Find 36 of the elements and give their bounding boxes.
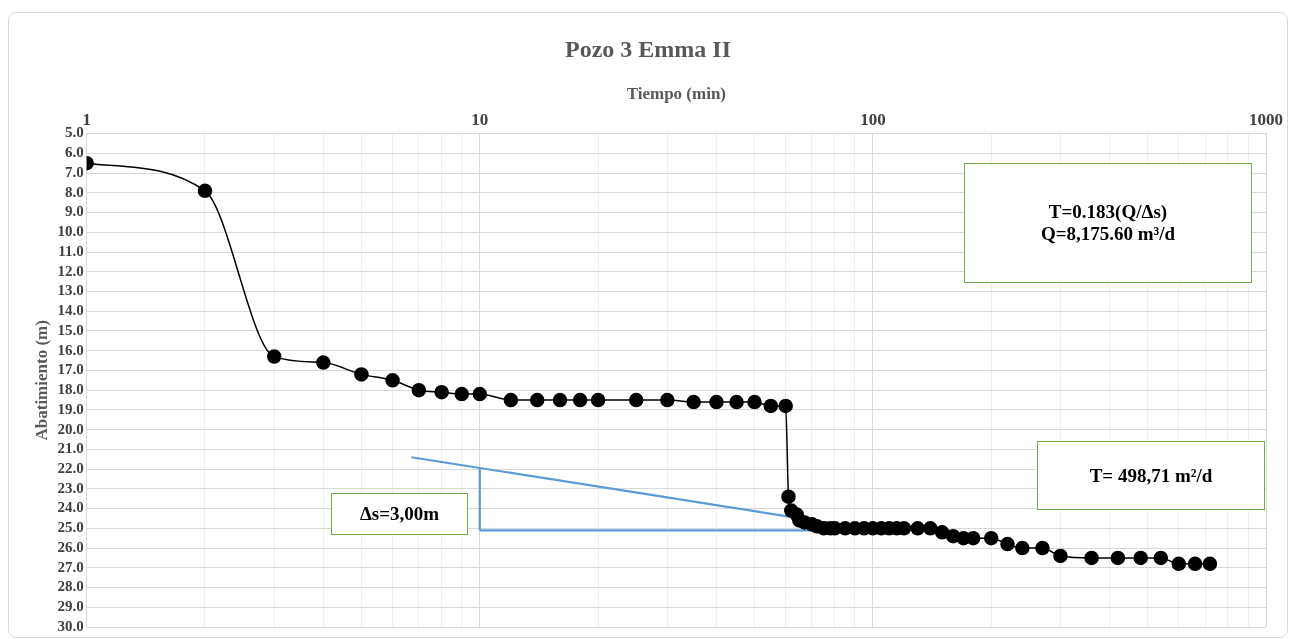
- text-box: T=0.183(Q/Δs) Q=8,175.60 m³/d: [964, 163, 1252, 283]
- y-tick-label: 5.0: [64, 124, 84, 141]
- y-tick-label: 20.0: [57, 420, 84, 437]
- y-axis-title: Abatimiento (m): [31, 320, 51, 441]
- x-tick-label: 1: [82, 109, 91, 129]
- y-tick-label: 28.0: [57, 578, 84, 595]
- chart-title: Pozo 3 Emma II: [565, 35, 731, 62]
- y-tick-label: 26.0: [57, 538, 84, 555]
- y-tick-label: 9.0: [64, 203, 84, 220]
- y-tick-label: 19.0: [57, 400, 84, 417]
- y-tick-label: 21.0: [57, 440, 84, 457]
- y-tick-label: 27.0: [57, 558, 84, 575]
- text-box: T= 498,71 m²/d: [1037, 441, 1265, 510]
- y-tick-label: 30.0: [57, 617, 84, 634]
- y-tick-label: 17.0: [57, 361, 84, 378]
- y-tick-label: 8.0: [64, 183, 84, 200]
- y-tick-label: 15.0: [57, 321, 84, 338]
- y-tick-label: 7.0: [64, 163, 84, 180]
- x-tick-label: 1000: [1249, 109, 1283, 129]
- y-tick-label: 10.0: [57, 223, 84, 240]
- y-tick-label: 23.0: [57, 479, 84, 496]
- y-tick-label: 11.0: [58, 242, 84, 259]
- y-tick-label: 22.0: [57, 459, 84, 476]
- y-tick-label: 16.0: [57, 341, 84, 358]
- y-tick-label: 29.0: [57, 598, 84, 615]
- text-box: Δs=3,00m: [331, 493, 468, 535]
- y-tick-label: 6.0: [64, 144, 84, 161]
- y-tick-label: 13.0: [57, 282, 84, 299]
- y-tick-label: 14.0: [57, 302, 84, 319]
- y-tick-label: 18.0: [57, 381, 84, 398]
- x-axis-title: Tiempo (min): [626, 84, 726, 104]
- y-tick-label: 25.0: [57, 519, 84, 536]
- y-tick-label: 12.0: [57, 262, 84, 279]
- y-tick-label: 24.0: [57, 499, 84, 516]
- x-tick-label: 10: [471, 109, 489, 129]
- x-tick-label: 100: [860, 109, 886, 129]
